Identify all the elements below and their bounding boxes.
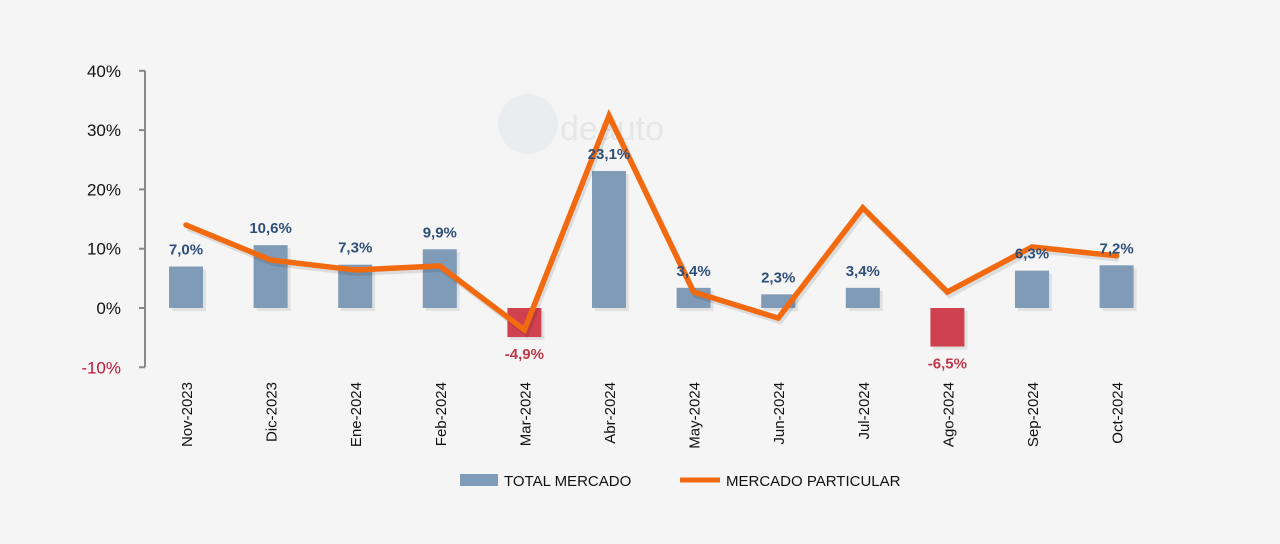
bar-data-label: -6,5%: [928, 356, 967, 373]
x-tick-label: May-2024: [687, 382, 704, 449]
bar-data-label: 7,0%: [169, 241, 203, 258]
bar-total-mercado: [845, 287, 880, 308]
line-shadow: [186, 111, 1119, 338]
bar-data-label: 9,9%: [423, 224, 457, 241]
bar-total-mercado: [930, 308, 965, 347]
bar-data-label: 10,6%: [249, 220, 292, 237]
x-tick-label: Dic-2023: [264, 382, 281, 442]
bar-total-mercado: [1015, 270, 1049, 308]
x-tick-label: Ene-2024: [348, 382, 365, 447]
x-tick-label: Jul-2024: [856, 382, 873, 440]
bar-data-label: 7,2%: [1099, 240, 1133, 257]
y-tick-label: -10%: [81, 358, 121, 377]
legend-label-total-mercado: TOTAL MERCADO: [504, 473, 631, 490]
y-tick-label: 10%: [87, 240, 121, 259]
bar-data-label: 3,4%: [676, 263, 710, 280]
bar-total-mercado: [422, 249, 457, 308]
y-tick-label: 20%: [87, 180, 121, 199]
x-tick-label: Oct-2024: [1110, 382, 1127, 444]
watermark-logo: deauto: [498, 94, 664, 154]
x-tick-label: Abr-2024: [602, 382, 619, 444]
y-tick-label: 30%: [87, 121, 121, 140]
bar-data-label: 23,1%: [588, 146, 631, 163]
x-tick-label: Ago-2024: [940, 382, 957, 447]
bar-data-label: 6,3%: [1015, 246, 1049, 263]
y-tick-label: 40%: [87, 62, 121, 81]
x-tick-label: Jun-2024: [771, 382, 788, 445]
legend: TOTAL MERCADO MERCADO PARTICULAR: [460, 473, 901, 490]
legend-label-mercado-particular: MERCADO PARTICULAR: [726, 473, 901, 490]
x-tick-label: Sep-2024: [1025, 382, 1042, 447]
bar-data-label: -4,9%: [505, 346, 544, 363]
bar-data-label: 2,3%: [761, 269, 795, 286]
line-mercado-particular: [183, 109, 1120, 335]
bar-total-mercado: [1099, 265, 1134, 308]
x-tick-label: Nov-2023: [179, 382, 196, 447]
bar-data-label: 3,4%: [846, 263, 880, 280]
bar-total-mercado: [592, 171, 626, 308]
bar-total-mercado: [169, 266, 203, 308]
legend-swatch-total-mercado: [460, 474, 498, 486]
x-tick-label: Feb-2024: [433, 382, 450, 446]
x-tick-label: Mar-2024: [517, 382, 534, 446]
y-tick-label: 0%: [96, 299, 121, 318]
bar-data-label: 7,3%: [338, 240, 372, 257]
